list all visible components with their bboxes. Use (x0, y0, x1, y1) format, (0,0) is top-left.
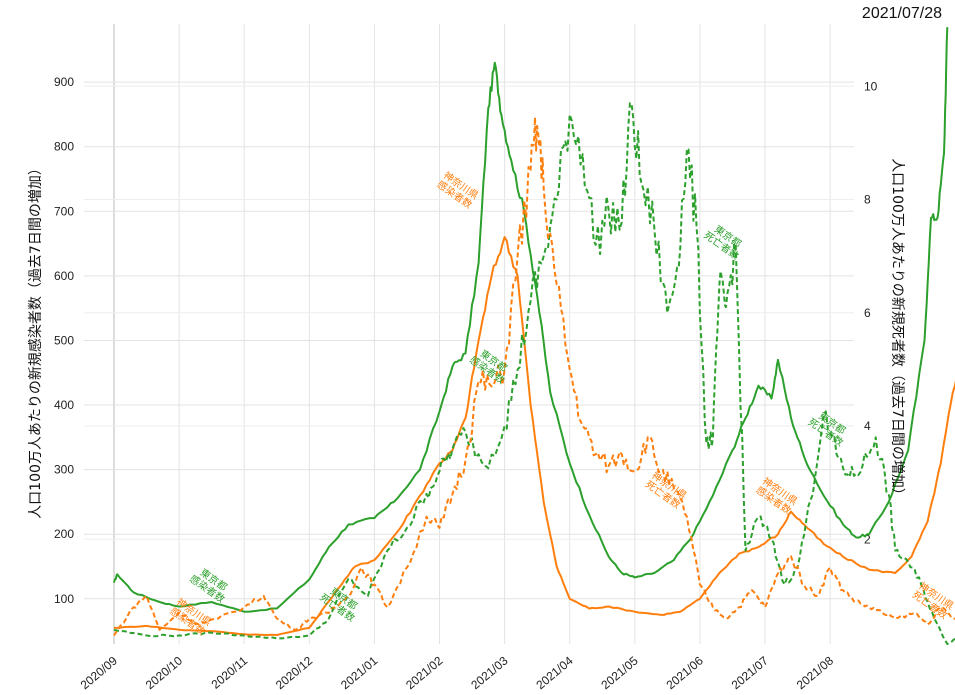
y-left-tick-label: 500 (54, 333, 74, 347)
x-tick-label: 2021/05 (598, 653, 640, 692)
y-left-tick-label: 900 (54, 75, 74, 89)
y-left-tick-label: 600 (54, 269, 74, 283)
x-tick-label: 2021/02 (403, 653, 445, 692)
y-axis-left-title: 人口100万人あたりの新規感染者数（過去7日間の増加） (27, 161, 44, 519)
y-right-tick-label: 8 (864, 193, 871, 207)
y-left-tick-label: 100 (54, 592, 74, 606)
y-left-tick-label: 200 (54, 527, 74, 541)
x-tick-label: 2020/11 (209, 653, 251, 691)
y-right-tick-label: 6 (864, 306, 871, 320)
gridlines (84, 24, 854, 644)
x-tick-label: 2021/01 (338, 653, 380, 692)
x-tick-label: 2020/10 (143, 653, 185, 692)
y-axis-right-title: 人口100万人あたりの新規死者数（過去7日間の増加） (889, 158, 905, 502)
x-tick-label: 2021/03 (468, 653, 510, 692)
y-right-tick-label: 2 (864, 532, 871, 546)
y-left-tick-label: 300 (54, 463, 74, 477)
y-left-tick-label: 400 (54, 398, 74, 412)
y-left-tick-label: 800 (54, 140, 74, 154)
series-line (113, 27, 949, 613)
series-line (113, 102, 955, 645)
series-lines (113, 27, 955, 645)
y-left-ticks: 100 200 300 400 500 600 700 800 900 (54, 75, 74, 606)
annotations: 東京都感染者数神奈川県感染者数東京都死亡者数神奈川県感染者数東京都感染者数東京都… (168, 169, 955, 638)
x-tick-label: 2020/12 (273, 653, 315, 692)
y-right-tick-label: 10 (864, 79, 878, 93)
date-label: 2021/07/28 (861, 5, 942, 22)
x-tick-label: 2021/06 (664, 653, 706, 692)
y-left-tick-label: 700 (54, 204, 74, 218)
x-tick-label: 2021/07 (729, 653, 771, 692)
x-tick-label: 2020/09 (78, 653, 120, 692)
y-right-ticks: 2 4 6 8 10 (864, 79, 878, 546)
x-tick-label: 2021/04 (533, 653, 575, 692)
series-line (113, 116, 955, 637)
y-right-tick-label: 4 (864, 419, 871, 433)
x-axis-ticks: 2020/09 2020/10 2020/11 2020/12 2021/01 2021/… (78, 653, 837, 692)
x-tick-label: 2021/08 (794, 653, 836, 692)
series-line (113, 236, 955, 636)
